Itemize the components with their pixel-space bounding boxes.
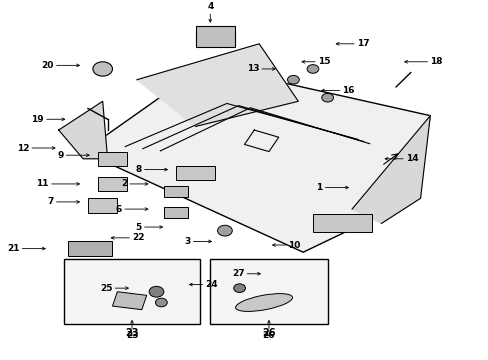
Polygon shape [351,116,429,224]
Ellipse shape [235,294,292,311]
Text: 7: 7 [47,197,54,206]
Polygon shape [98,152,127,166]
Circle shape [306,65,318,73]
Polygon shape [59,101,107,159]
Text: 24: 24 [205,280,218,289]
Polygon shape [112,292,146,310]
Text: 4: 4 [206,3,213,12]
Text: 12: 12 [17,144,29,153]
Polygon shape [312,215,371,233]
Circle shape [233,284,245,292]
Polygon shape [83,66,429,252]
Text: 20: 20 [41,61,54,70]
FancyBboxPatch shape [210,260,327,324]
Text: 3: 3 [184,237,190,246]
Circle shape [217,225,232,236]
Polygon shape [195,26,234,48]
Polygon shape [68,242,112,256]
Circle shape [287,76,299,84]
Polygon shape [88,198,117,213]
Circle shape [321,93,333,102]
Text: 9: 9 [57,151,63,160]
Text: 22: 22 [132,233,144,242]
Text: 10: 10 [288,240,300,249]
Text: 23: 23 [125,328,139,338]
Polygon shape [98,177,127,191]
Text: 1: 1 [316,183,322,192]
Polygon shape [163,186,188,197]
Text: 18: 18 [429,57,442,66]
Text: 21: 21 [7,244,20,253]
Text: 5: 5 [135,222,142,231]
Polygon shape [137,44,298,126]
Polygon shape [163,207,188,218]
Circle shape [149,286,163,297]
Text: 25: 25 [100,284,112,293]
Text: 15: 15 [317,57,330,66]
Text: 17: 17 [356,39,369,48]
Text: 11: 11 [36,179,49,188]
Text: 8: 8 [135,165,142,174]
Text: 23: 23 [125,331,138,340]
Text: 6: 6 [116,204,122,213]
Circle shape [93,62,112,76]
Polygon shape [176,166,215,180]
Circle shape [155,298,167,307]
Text: 26: 26 [262,328,275,338]
FancyBboxPatch shape [63,260,200,324]
Text: 2: 2 [121,179,127,188]
Text: 16: 16 [342,86,354,95]
Text: 27: 27 [231,269,244,278]
Text: 26: 26 [262,331,275,340]
Text: 13: 13 [246,64,259,73]
Text: 14: 14 [405,154,418,163]
Text: 19: 19 [31,115,44,124]
